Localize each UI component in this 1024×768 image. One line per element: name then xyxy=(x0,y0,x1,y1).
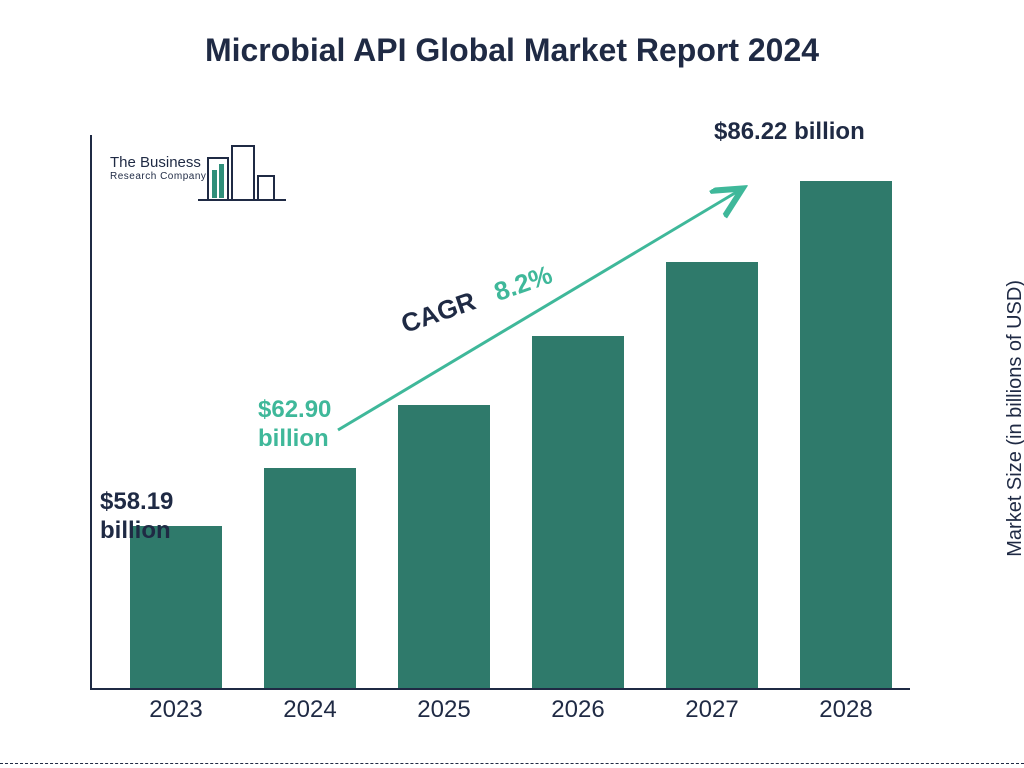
callout-2024-unit: billion xyxy=(258,425,331,454)
y-axis-label: Market Size (in billions of USD) xyxy=(1004,280,1024,557)
bar-2027 xyxy=(666,262,758,688)
plot-area xyxy=(90,135,910,690)
callout-2023-unit: billion xyxy=(100,517,173,546)
chart-title: Microbial API Global Market Report 2024 xyxy=(0,32,1024,69)
xlabel-2025: 2025 xyxy=(398,696,490,724)
xlabel-2023: 2023 xyxy=(130,696,222,724)
bar-2028 xyxy=(800,181,892,688)
bar-2026 xyxy=(532,336,624,688)
callout-2024: $62.90 billion xyxy=(258,396,331,454)
x-labels-group: 2023 2024 2025 2026 2027 2028 xyxy=(90,696,910,726)
callout-2028: $86.22 billion xyxy=(714,118,865,147)
chart-canvas: Microbial API Global Market Report 2024 … xyxy=(0,0,1024,768)
xlabel-2028: 2028 xyxy=(800,696,892,724)
bar-2024 xyxy=(264,468,356,688)
callout-2023-value: $58.19 xyxy=(100,488,173,517)
bar-2025 xyxy=(398,405,490,688)
xlabel-2026: 2026 xyxy=(532,696,624,724)
xlabel-2027: 2027 xyxy=(666,696,758,724)
callout-2023: $58.19 billion xyxy=(100,488,173,546)
callout-2028-value: $86.22 billion xyxy=(714,118,865,147)
callout-2024-value: $62.90 xyxy=(258,396,331,425)
footer-divider xyxy=(0,763,1024,764)
xlabel-2024: 2024 xyxy=(264,696,356,724)
bar-2023 xyxy=(130,526,222,688)
x-axis xyxy=(90,688,910,690)
bars-group xyxy=(90,135,910,688)
